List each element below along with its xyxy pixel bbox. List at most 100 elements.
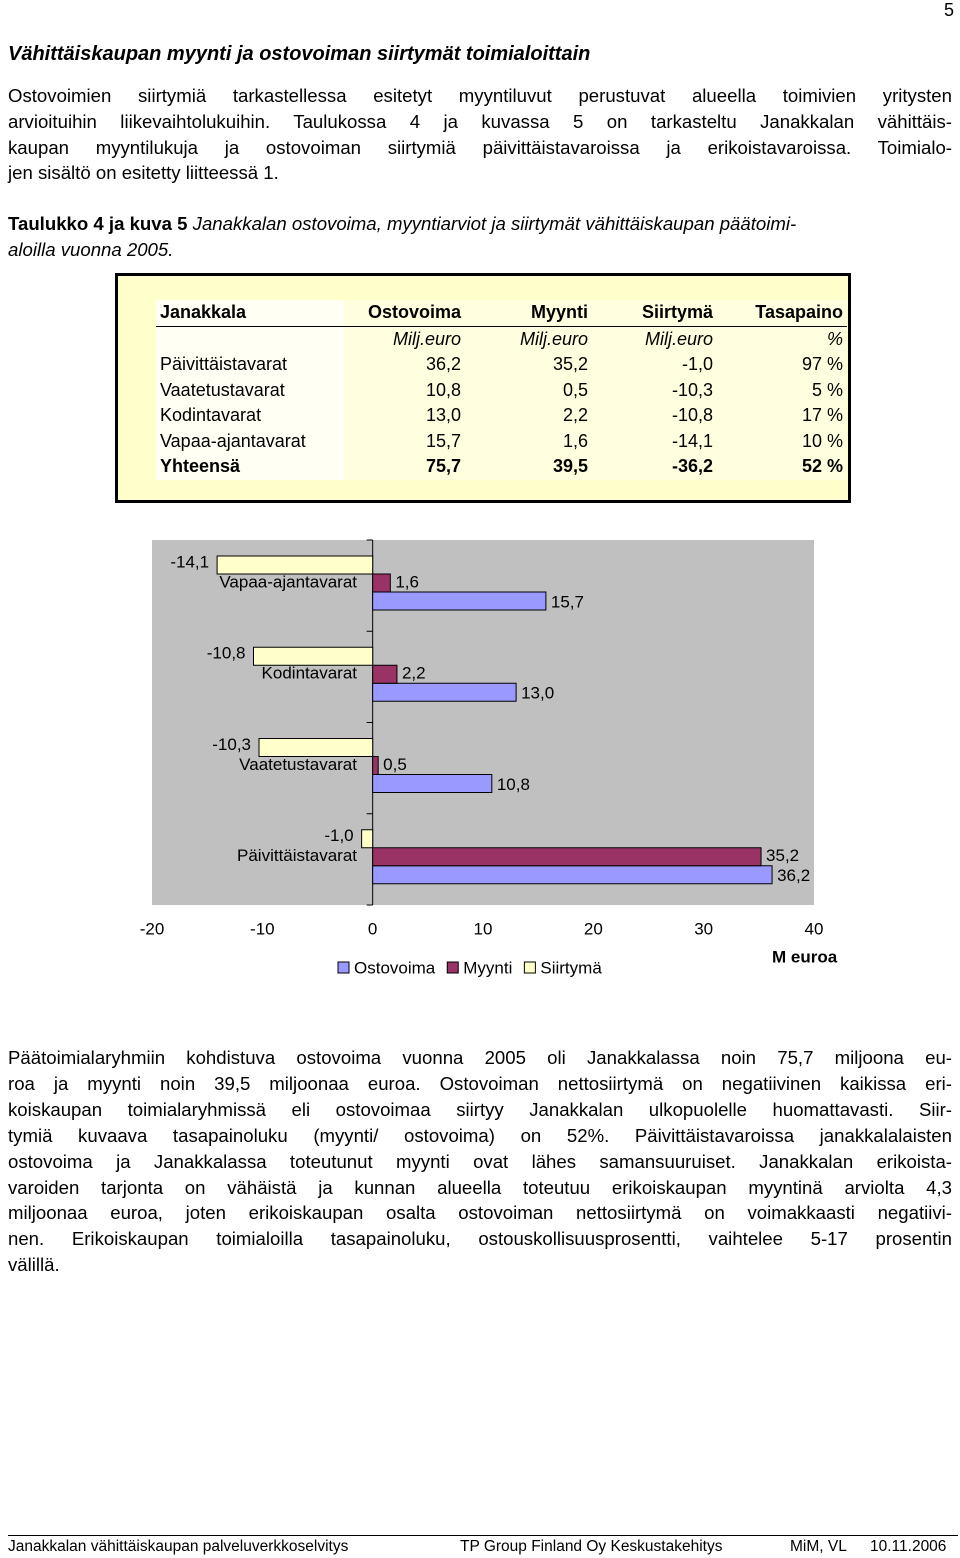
legend-swatch [337,961,350,974]
footer-text: 10.11.2006 [870,1538,947,1555]
text-line: jen sisältö on esitetty liitteessä 1. [8,162,279,184]
units-row: Milj.euro Milj.euro Milj.euro% [156,326,847,352]
bar [372,774,493,793]
x-tick-label: 20 [584,919,603,938]
category-label: Päivittäistavarat [237,846,357,865]
caption-line: Taulukko 4 ja kuva 5 Janakkalan ostovoim… [8,212,952,236]
x-tick-label: -10 [250,919,275,938]
table-cell: Milj.euro [465,326,592,352]
text-line: roa ja myynti noin 39,5 miljoonaa euroa.… [8,1072,952,1094]
table-cell: Yhteensä [156,454,344,480]
table-cell: Milj.euro [344,326,465,352]
bar [372,591,547,611]
caption-line: aloilla vuonna 2005. [8,239,174,260]
table-cell: 97 % [717,352,847,378]
category-label: Vapaa-ajantavarat [219,572,357,591]
value-label: 10,8 [497,775,530,794]
table-cell: 52 % [717,454,847,480]
table-cell: Päivittäistavarat [156,352,344,378]
footer-text: TP Group Finland Oy Keskustakehitys [460,1538,723,1555]
table-cell: Tasapaino [717,300,847,327]
table: Janakkala Ostovoima Myynti Siirtymä Tasapain… [156,300,847,480]
table-row: Vaatetustavarat 10,8 0,5 -10,3 5 % [156,377,847,403]
legend-label: Siirtymä [540,958,602,977]
text-line: Päätoimialaryhmiin kohdistuva ostovoima … [8,1047,952,1068]
table-cell: 36,2 [344,352,465,378]
table-cell: 0,5 [465,377,592,403]
text-line: Ostovoimien siirtymiä tarkastellessa esi… [8,85,952,106]
table-cell: 10 % [717,428,847,454]
value-label: -1,0 [324,826,353,845]
table-cell: 2,2 [465,403,592,429]
bar [372,865,773,885]
table-cell: 39,5 [465,454,592,480]
footer-rule [8,1535,958,1536]
value-label: -10,8 [207,644,246,663]
text-line: välillä. [8,1254,60,1276]
bar [372,573,391,593]
table-cell: -36,2 [592,454,717,480]
table-cell: % [717,326,847,352]
table-row: Vapaa-ajantavarat 15,7 1,6 -14,1 10 % [156,428,847,454]
x-tick-label: 10 [474,919,493,938]
table-cell: Ostovoima [344,300,465,327]
header-row: Janakkala Ostovoima Myynti Siirtymä Tasapain… [156,300,847,327]
legend-label: Ostovoima [354,958,436,977]
legend-label: Myynti [463,958,512,977]
bar [372,847,762,867]
table-cell: Myynti [465,300,592,327]
legend-swatch [523,961,536,974]
value-label: 15,7 [551,592,584,611]
table-cell: 75,7 [344,454,465,480]
table-row: Kodintavarat 13,0 2,2 -10,8 17 % [156,403,847,429]
x-tick-label: 30 [694,919,713,938]
text-line: miljoonaa euroa, joten erikoiskaupan osa… [8,1202,952,1224]
value-label: 0,5 [383,755,407,774]
footer-text: MiM, VL [790,1538,847,1555]
caption-text: Janakkalan ostovoima, myyntiarviot ja si… [192,213,797,234]
table-cell: 5 % [717,377,847,403]
legend-swatch [446,961,459,974]
text-line: varoiden tarjonta on vähäistä ja kunnan … [8,1176,952,1198]
x-tick-label: -20 [140,919,165,938]
table-cell: -10,8 [592,403,717,429]
heading: Vähittäiskaupan myynti ja ostovoiman sii… [8,43,591,65]
category-label: Vaatetustavarat [239,755,357,774]
table-cell: -10,3 [592,377,717,403]
total-row: Yhteensä 75,7 39,5 -36,2 52 % [156,454,847,480]
x-tick-label: 40 [805,919,824,938]
table-cell: Janakkala [156,300,344,327]
table-cell: 13,0 [344,403,465,429]
table-cell: Vaatetustavarat [156,377,344,403]
table-cell: 15,7 [344,428,465,454]
table-row: Päivittäistavarat 36,2 35,2 -1,0 97 % [156,352,847,378]
value-label: 36,2 [777,866,810,885]
value-label: 35,2 [766,846,799,865]
footer-text: Janakkalan vähittäiskaupan palveluverkko… [8,1538,349,1555]
x-axis-label: M euroa [772,947,838,966]
bar [361,829,374,849]
value-label: 13,0 [521,684,554,703]
text-line: nen. Erikoiskaupan toimialoilla tasapain… [8,1228,952,1250]
value-label: 1,6 [395,572,419,591]
table-cell: Kodintavarat [156,403,344,429]
caption-label: Taulukko 4 ja kuva 5 [8,213,188,234]
bar [258,738,374,757]
bar [216,555,374,575]
table-cell: Milj.euro [592,326,717,352]
text-line: arvioituihin liikevaihtolukuihin. Tauluk… [8,110,952,132]
table-cell: Vapaa-ajantavarat [156,428,344,454]
page-number: 5 [944,0,955,20]
text-line: ostovoima ja Janakkalassa toteutunut myy… [8,1150,952,1172]
table-cell [156,326,344,352]
text-line: kaupan myyntilukuja ja ostovoiman siirty… [8,136,952,158]
bar [253,646,374,666]
text-line: koiskaupan toimialaryhmissä eli ostovoim… [8,1098,952,1120]
bar [372,664,398,684]
table-cell: 10,8 [344,377,465,403]
value-label: -10,3 [212,735,251,754]
bar [372,756,379,775]
table-cell: 17 % [717,403,847,429]
